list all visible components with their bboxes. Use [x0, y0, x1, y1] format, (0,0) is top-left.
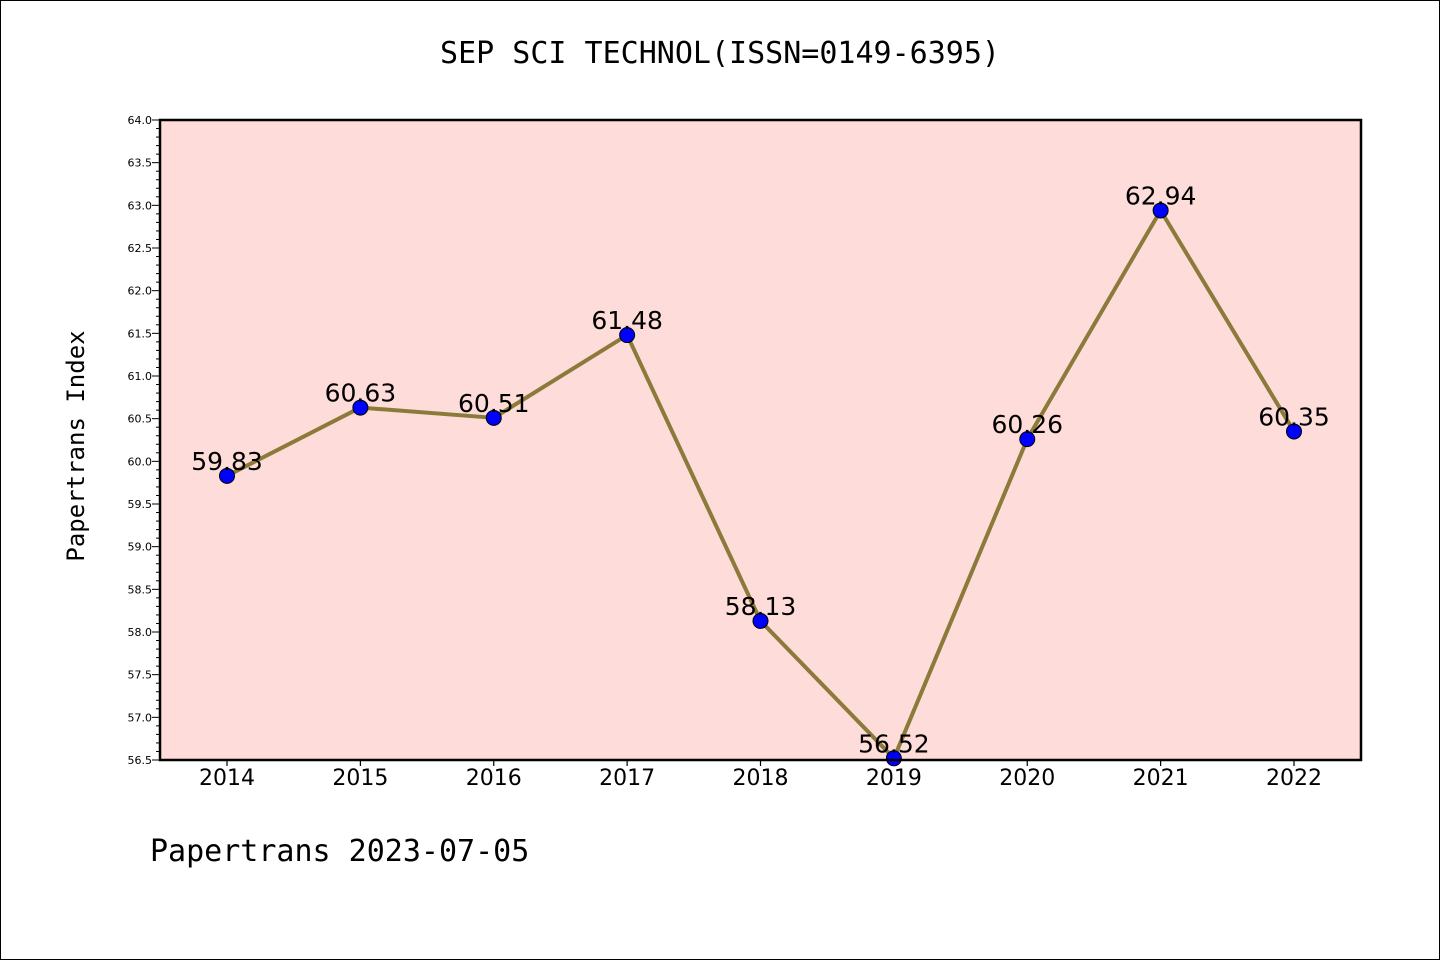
y-tick-label: 59.5 [128, 498, 153, 511]
x-tick-label: 2019 [866, 766, 922, 791]
data-label: 62.94 [1125, 181, 1197, 210]
y-tick-label: 56.5 [128, 754, 153, 767]
y-tick-label: 60.0 [128, 455, 153, 468]
x-tick-label: 2021 [1133, 766, 1189, 791]
data-point-marker [1152, 202, 1169, 219]
y-tick-label: 61.5 [128, 327, 153, 340]
x-tick-label: 2018 [733, 766, 789, 791]
y-tick-label: 63.0 [128, 199, 153, 212]
y-tick-label: 62.5 [128, 242, 153, 255]
x-axis-ticks: 2014 2015 2016 2017 2018 2019 2020 2021 2022 [199, 760, 1322, 791]
y-tick-label: 61.0 [128, 370, 153, 383]
data-label: 60.35 [1258, 402, 1330, 431]
footer-date-stamp: Papertrans 2023-07-05 [150, 834, 530, 869]
x-tick-label: 2017 [599, 766, 655, 791]
y-tick-label: 64.0 [128, 114, 153, 127]
y-axis-ticks: 56.5 57.0 57.5 58.0 58.5 59.0 59.5 60.0 60.5 61.0… [128, 114, 160, 767]
data-label: 58.13 [725, 592, 797, 621]
data-point-marker [1286, 423, 1302, 440]
x-tick-label: 2014 [199, 766, 255, 791]
y-tick-label: 62.0 [128, 285, 153, 298]
chart-title: SEP SCI TECHNOL(ISSN=0149-6395) [440, 36, 1000, 71]
x-tick-label: 2020 [999, 766, 1055, 791]
y-tick-label: 58.5 [128, 583, 153, 596]
data-point-marker [485, 409, 502, 426]
y-tick-label: 57.5 [128, 669, 153, 682]
data-label: 60.26 [991, 410, 1063, 439]
y-tick-label: 57.0 [128, 711, 153, 724]
data-label: 61.48 [591, 306, 663, 335]
data-point-marker [752, 612, 769, 629]
plot-border [158, 118, 1363, 762]
data-label: 60.51 [458, 389, 530, 418]
series-markers [219, 202, 1302, 767]
data-label: 59.83 [191, 447, 263, 476]
x-tick-label: 2016 [466, 766, 522, 791]
data-label: 60.63 [325, 379, 397, 408]
x-tick-label: 2022 [1266, 766, 1322, 791]
data-point-marker [352, 399, 369, 416]
data-labels: 59.83 60.63 60.51 61.48 58.13 56.52 60.26 62.94… [191, 181, 1330, 758]
data-label: 56.52 [858, 729, 930, 758]
data-point-marker [219, 467, 235, 484]
data-point-marker [619, 327, 636, 344]
data-point-marker [885, 750, 902, 767]
y-tick-label: 60.5 [128, 413, 153, 426]
plot-area [160, 120, 1361, 760]
y-tick-label: 59.0 [128, 541, 153, 554]
x-tick-label: 2015 [332, 766, 388, 791]
y-tick-label: 58.0 [128, 626, 153, 639]
y-tick-label: 63.5 [128, 157, 153, 170]
data-point-marker [1019, 431, 1036, 448]
